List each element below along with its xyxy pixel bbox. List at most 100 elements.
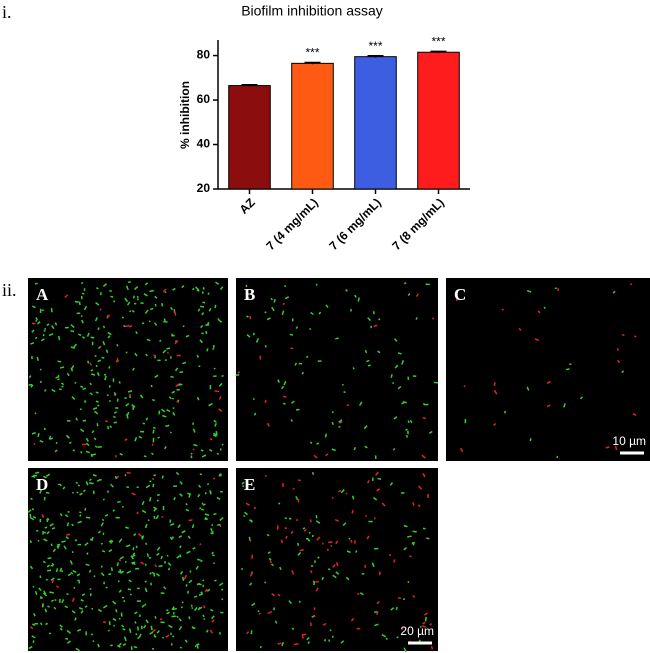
cell [335,540,339,545]
bar [228,85,271,190]
cell [411,541,416,545]
cell [95,302,100,306]
cell [328,639,331,642]
cell [50,543,53,546]
cell [176,389,180,391]
cell [134,437,138,442]
cell [152,477,155,481]
cell [171,606,175,611]
cell [178,626,183,631]
cell [274,620,278,624]
cell [33,613,36,617]
cell [211,523,214,527]
cell [29,565,34,570]
cell [83,305,88,311]
cell [59,366,65,369]
cell [284,296,290,300]
cell [162,506,165,511]
cell [366,535,370,540]
cell [173,311,177,316]
cell [89,588,92,590]
cell [203,618,206,621]
cell [66,533,71,536]
cell [543,306,546,309]
cell [110,483,114,488]
cell [135,567,140,570]
cell [402,401,407,404]
cell [155,514,160,520]
cell [118,381,121,384]
cell [201,502,204,505]
cell [46,564,51,568]
cell [125,351,128,354]
cell [140,625,143,630]
cell [108,550,111,553]
cell [154,295,158,299]
cell [51,562,55,566]
cell [146,553,149,557]
cell [102,325,106,329]
cell [297,498,300,503]
cell [412,595,416,598]
cell [112,617,117,622]
cell [192,626,196,630]
cell [285,535,288,539]
cell [59,567,63,571]
cell [149,496,152,502]
cell [218,473,222,476]
cell [537,310,541,314]
cell [325,304,329,308]
cell [59,483,62,487]
cell [269,560,272,564]
cell [297,551,302,556]
cell [169,519,172,523]
cell [182,576,185,581]
cell [160,592,165,595]
cell [334,518,339,522]
cell [271,306,275,312]
cell [390,374,393,378]
cell [64,514,69,518]
cell [325,453,329,457]
cell [358,401,363,407]
cell [39,308,42,314]
cell [114,475,118,480]
cell [41,513,45,518]
cell [280,539,284,544]
cell [371,562,375,568]
cell [297,479,301,482]
cell [61,385,64,388]
cell [167,567,171,571]
cell [29,540,32,544]
cell [200,324,204,329]
cell [141,536,144,540]
cell [103,581,106,585]
cell [202,301,206,304]
cell [370,325,373,329]
cell [214,579,217,582]
cell [315,283,318,286]
cell [390,607,395,611]
cell [196,289,200,292]
cell [138,614,141,618]
cell [154,635,157,638]
cell [97,327,100,331]
cell [170,375,174,378]
cell [37,539,40,542]
cell [79,492,83,496]
cell [192,422,194,425]
cell [311,471,315,475]
cell [84,507,87,511]
cell [127,588,132,591]
cell [118,558,122,562]
cell [115,357,119,363]
cell [219,517,224,521]
cell [214,304,217,309]
cell [128,579,132,583]
cell [77,484,81,487]
cell [412,530,417,533]
cell [621,334,625,337]
cell [112,600,117,605]
cell [221,443,224,446]
